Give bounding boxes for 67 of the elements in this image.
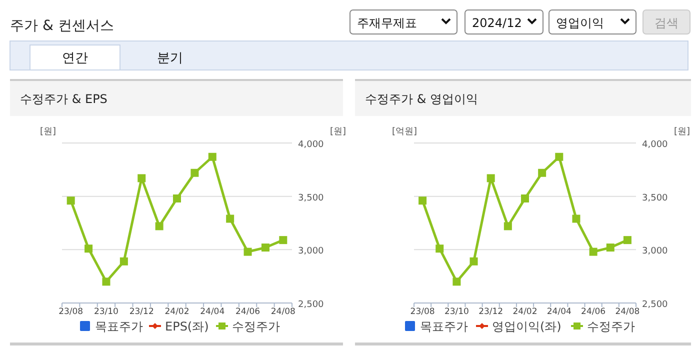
- point: [208, 152, 216, 161]
- x-tick-label: 24/04: [200, 307, 225, 317]
- point: [572, 214, 580, 223]
- y2-tick-label: 4,000: [298, 140, 324, 150]
- x-tick-label: 23/08: [410, 307, 435, 317]
- y2-tick-label: 4,000: [642, 140, 668, 150]
- chart-title: 수정주가 & EPS: [20, 92, 108, 106]
- chart-title: 수정주가 & 영업이익: [365, 92, 478, 106]
- point: [120, 257, 128, 266]
- point: [418, 196, 427, 205]
- x-tick-label: 24/08: [270, 307, 296, 317]
- x-tick-label: 24/06: [581, 307, 606, 317]
- point: [504, 222, 512, 230]
- legend-label: EPS(좌): [165, 320, 209, 334]
- point: [155, 222, 164, 230]
- point: [436, 244, 444, 253]
- legend-label: 목표주가: [95, 320, 143, 334]
- text: 분기: [157, 51, 183, 66]
- point: [521, 194, 529, 202]
- y-axis-title: [억원]: [392, 127, 418, 137]
- point: [190, 168, 199, 177]
- y2-tick-label: 2,500: [298, 300, 324, 310]
- x-tick-label: 24/08: [615, 307, 640, 317]
- x-tick-label: 23/10: [94, 307, 118, 317]
- text: 영업이익: [556, 16, 604, 30]
- point: [244, 248, 252, 256]
- y-axis-title: [원]: [40, 127, 56, 137]
- point: [486, 174, 495, 182]
- y2-axis-title: [원]: [674, 127, 690, 137]
- y2-tick-label: 2,500: [642, 300, 668, 310]
- y2-tick-label: 3,500: [298, 193, 324, 204]
- point: [606, 244, 614, 252]
- point: [470, 257, 478, 266]
- point: [226, 214, 234, 223]
- point: [623, 236, 632, 244]
- point: [138, 174, 146, 182]
- x-tick-label: 23/08: [58, 307, 84, 317]
- text: 주가 & 컨센서스: [10, 18, 114, 34]
- legend-label: 수정주가: [587, 320, 635, 334]
- x-tick-label: 23/12: [478, 307, 504, 317]
- x-tick-label: 24/02: [512, 307, 538, 317]
- text: 2024/12: [472, 16, 522, 30]
- point: [589, 248, 598, 256]
- y2-tick-label: 3,000: [298, 246, 324, 257]
- point: [555, 152, 564, 161]
- point: [173, 194, 181, 202]
- y2-tick-label: 3,000: [642, 246, 668, 257]
- text: 검색: [654, 16, 678, 30]
- legend-label: 영업이익(좌): [492, 320, 562, 334]
- point: [261, 244, 270, 252]
- x-tick-label: 24/06: [236, 307, 260, 317]
- legend-label: 목표주가: [420, 320, 468, 334]
- point: [538, 168, 546, 177]
- point: [452, 278, 461, 286]
- point: [102, 278, 110, 286]
- x-tick-label: 23/12: [129, 307, 154, 317]
- legend-label: 수정주가: [232, 320, 280, 334]
- x-tick-label: 24/02: [164, 307, 190, 317]
- text: 주재무제표: [357, 16, 417, 30]
- point: [84, 244, 93, 253]
- point: [66, 196, 75, 205]
- point: [279, 236, 288, 244]
- x-tick-label: 24/04: [546, 307, 572, 317]
- y2-tick-label: 3,500: [642, 193, 668, 204]
- x-tick-label: 23/10: [444, 307, 469, 317]
- text: 연간: [62, 51, 88, 66]
- y2-axis-title: [원]: [330, 127, 346, 137]
